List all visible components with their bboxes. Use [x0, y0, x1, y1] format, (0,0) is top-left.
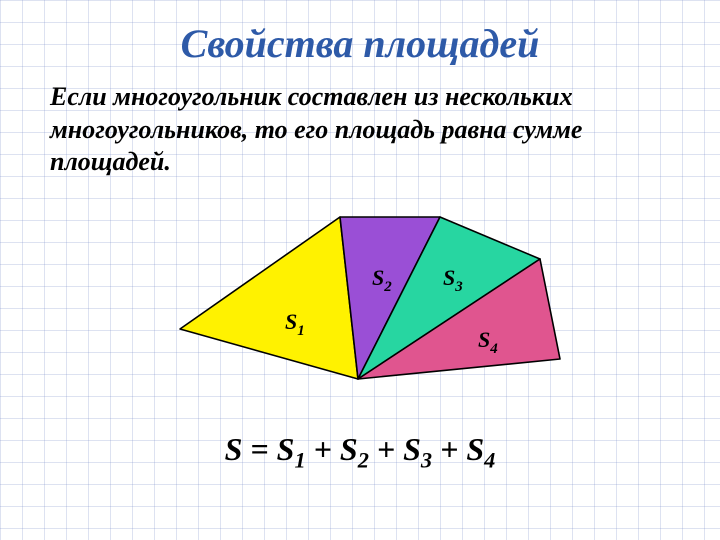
diagram-svg: S1S2S3S4 — [140, 189, 580, 399]
page-title: Свойства площадей — [40, 20, 680, 67]
slide-content: Свойства площадей Если многоугольник сос… — [0, 0, 720, 540]
triangle-S1 — [180, 217, 358, 379]
polygon-diagram: S1S2S3S4 — [40, 189, 680, 409]
description-text: Если многоугольник составлен из нескольк… — [50, 81, 670, 179]
area-formula: S = S1 + S2 + S3 + S4 — [40, 431, 680, 473]
